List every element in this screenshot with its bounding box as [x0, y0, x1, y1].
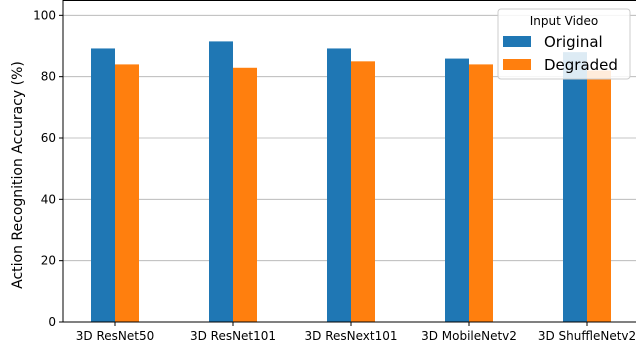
bar-degraded-2 — [233, 67, 257, 322]
y-tick-label: 0 — [48, 315, 56, 329]
bar-degraded-1 — [115, 64, 139, 323]
legend-swatch-original — [503, 36, 531, 47]
bar-degraded-5 — [587, 70, 611, 323]
legend: Input Video Original Degraded — [497, 8, 631, 80]
bar-degraded-3 — [351, 61, 375, 322]
y-tick-label: 60 — [41, 131, 56, 145]
bar-original-2 — [209, 41, 233, 323]
x-tick-label: 3D ResNet50 — [76, 329, 154, 343]
y-tick-label: 20 — [41, 254, 56, 268]
bar-degraded-4 — [469, 64, 493, 323]
x-tick-label: 3D MobileNetv2 — [421, 329, 517, 343]
y-tick-label: 80 — [41, 70, 56, 84]
x-tick-label: 3D ShuffleNetv2 — [538, 329, 636, 343]
legend-label-degraded: Degraded — [544, 56, 618, 74]
bar-original-1 — [91, 48, 115, 322]
y-tick-labels: 0 20 40 60 80 100 — [33, 8, 63, 329]
x-tick-label: 3D ResNext101 — [305, 329, 398, 343]
y-axis-title: Action Recognition Accuracy (%) — [10, 61, 26, 289]
x-tick-label: 3D ResNet101 — [190, 329, 276, 343]
y-tick-label: 100 — [33, 8, 56, 22]
bar-original-3 — [327, 48, 351, 322]
axes — [62, 0, 636, 323]
legend-swatch-degraded — [503, 59, 531, 70]
legend-title: Input Video — [530, 14, 599, 28]
bar-original-5 — [563, 52, 587, 323]
bar-original-4 — [445, 58, 469, 322]
bars — [91, 41, 611, 323]
legend-label-original: Original — [544, 33, 603, 51]
y-tick-label: 40 — [41, 192, 56, 206]
x-tick-labels: 3D ResNet50 3D ResNet101 3D ResNext101 3D M… — [76, 322, 636, 343]
